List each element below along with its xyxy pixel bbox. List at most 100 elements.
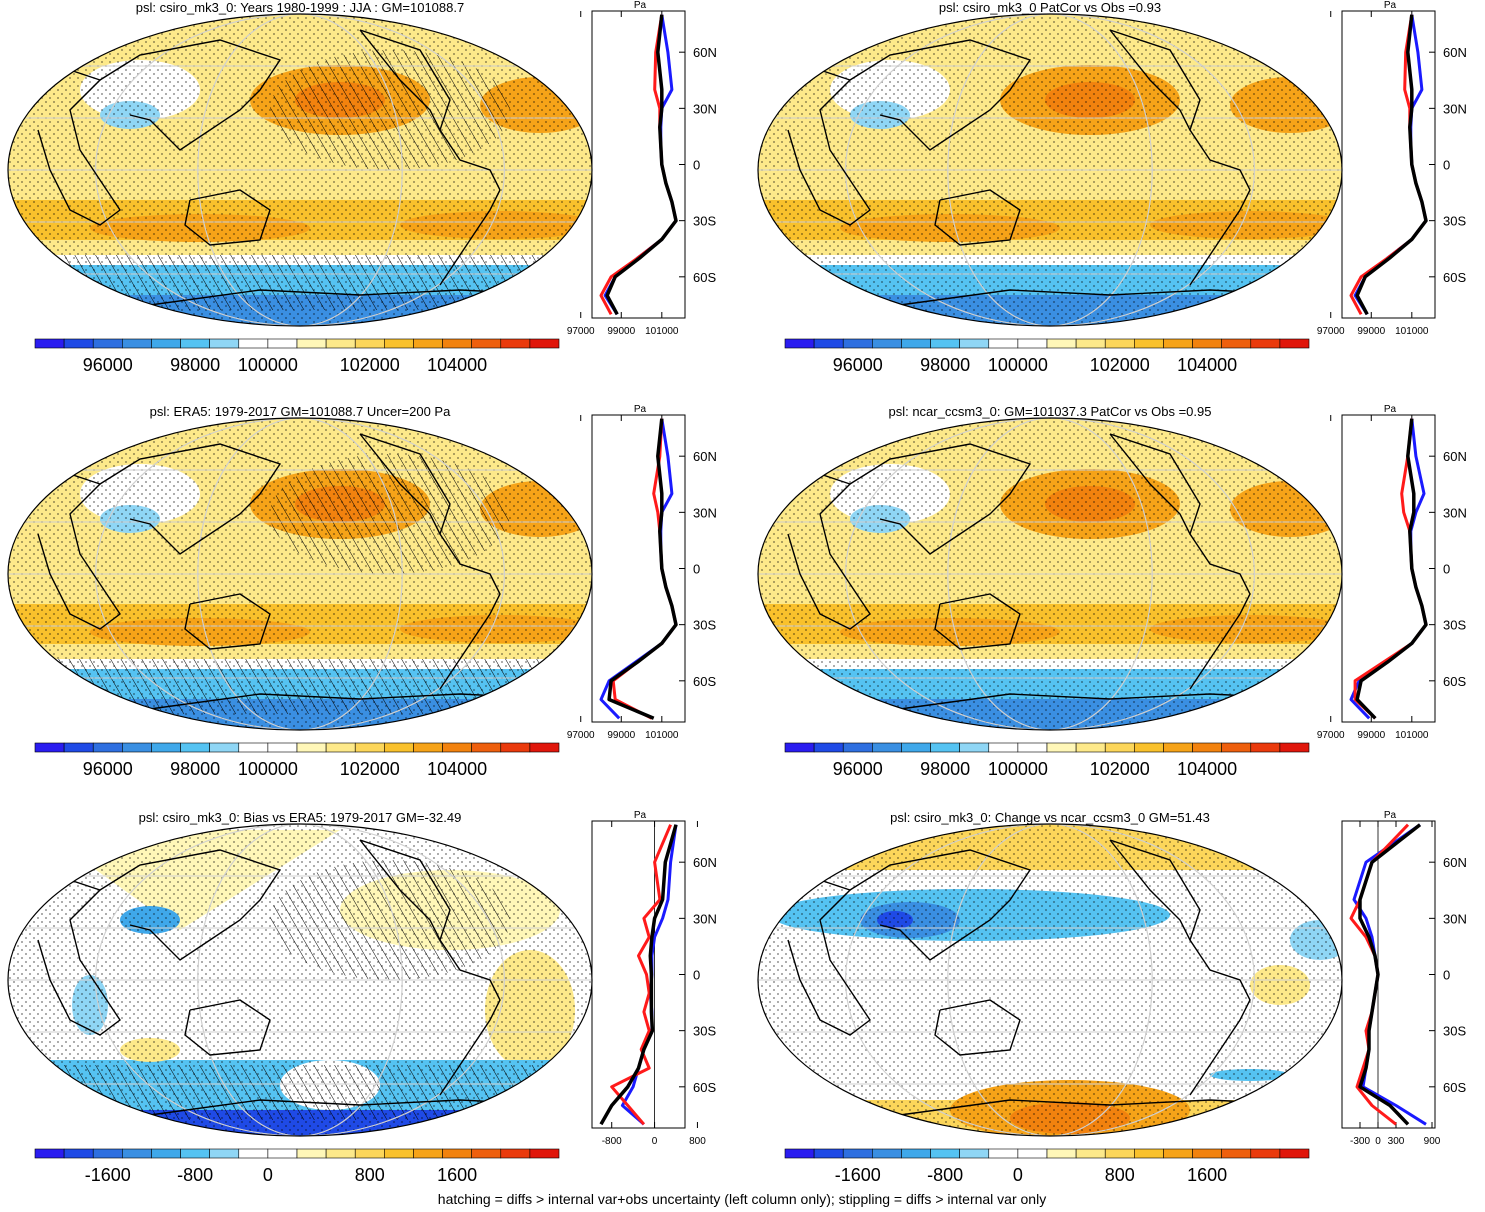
zonal-ytick-label: 0 [693, 968, 700, 983]
zonal-ytick-label: 60N [693, 45, 717, 60]
colorbar-swatch [413, 742, 443, 753]
panel-title: psl: csiro_mk3_0 PatCor vs Obs =0.93 [939, 0, 1161, 15]
colorbar-swatch [1017, 338, 1048, 349]
colorbar-swatch [267, 1148, 298, 1159]
zonal-frame [591, 10, 686, 319]
hatching-overlay [270, 454, 510, 574]
zonal-profile-plot: Pa 60N 30N 0 30S 60S 97000 99000 101000 [567, 404, 717, 741]
colorbar-swatch [1075, 742, 1106, 753]
zonal-xtick-label: 101000 [1395, 730, 1429, 741]
zonal-ytick-label: 30N [1443, 911, 1467, 926]
colorbar-tick-label: 98000 [170, 355, 220, 375]
zonal-ytick-label: 30N [1443, 101, 1467, 116]
colorbar-tick-label: 102000 [340, 759, 400, 779]
colorbar-tick-label: 98000 [920, 355, 970, 375]
colorbar-swatch [180, 338, 210, 349]
colorbar-swatch [180, 742, 210, 753]
zonal-series-model [1352, 823, 1427, 1126]
colorbar-swatch [1221, 338, 1252, 349]
colorbar-swatch [151, 338, 181, 349]
colorbar-swatch [238, 338, 269, 349]
colorbar-swatch [1046, 338, 1077, 349]
zonal-ytick-label: 60S [693, 674, 716, 689]
colorbar-swatch [842, 1148, 873, 1159]
colorbar-swatch [1279, 742, 1310, 753]
zonal-profile-plot: Pa 60N 30N 0 30S 60S -300 0 300 900 [1341, 810, 1467, 1147]
zonal-series-mmm [1355, 14, 1428, 316]
panel-5: psl: csiro_mk3_0: Bias vs ERA5: 1979-201… [7, 810, 717, 1185]
zonal-profile-plot: Pa 60N 30N 0 30S 60S -800 0 800 [591, 810, 717, 1147]
colorbar-swatch [209, 338, 240, 349]
colorbar-swatch [384, 1148, 414, 1159]
colorbar-swatch [930, 1148, 960, 1159]
colorbar-tick-label: 98000 [920, 759, 970, 779]
colorbar-tick-label: 104000 [1177, 759, 1237, 779]
colorbar-swatch [1104, 1148, 1135, 1159]
zonal-series-obs [1353, 418, 1428, 720]
colorbar-swatch [442, 742, 472, 753]
zonal-ytick-label: 30S [1443, 1024, 1466, 1039]
colorbar-swatch [872, 338, 902, 349]
hatching-overlay [8, 1065, 592, 1120]
colorbar-swatch [500, 338, 531, 349]
colorbar-swatch [959, 338, 990, 349]
colorbar-swatch [813, 338, 844, 349]
colorbar-tick-label: 800 [1105, 1165, 1135, 1185]
colorbar-swatch [384, 742, 414, 753]
panel-1: psl: csiro_mk3_0: Years 1980-1999 : JJA … [7, 0, 717, 375]
zonal-xtick-label: -300 [1350, 1136, 1370, 1147]
colorbar-swatch [413, 338, 443, 349]
colorbar-swatch [529, 1148, 560, 1159]
colorbar-swatch [1192, 1148, 1222, 1159]
colorbar-tick-label: 102000 [1090, 759, 1150, 779]
colorbar-swatch [267, 742, 298, 753]
zonal-frame [591, 414, 686, 723]
zonal-xtick-label: 101000 [645, 326, 679, 337]
colorbar-swatch [988, 1148, 1019, 1159]
zonal-ytick-label: 0 [1443, 968, 1450, 983]
coastlines [19, 29, 561, 306]
colorbar-swatch [930, 338, 960, 349]
colorbar-swatch [901, 742, 931, 753]
zonal-xtick-label: 900 [1424, 1136, 1441, 1147]
panel-title: psl: ERA5: 1979-2017 GM=101088.7 Uncer=2… [150, 404, 451, 419]
zonal-ytick-label: 30N [1443, 505, 1467, 520]
colorbar-swatch [1017, 742, 1048, 753]
colorbar-swatch [63, 1148, 94, 1159]
colorbar-tick-label: 104000 [1177, 355, 1237, 375]
colorbar-swatch [988, 338, 1019, 349]
zonal-series-obs [610, 824, 672, 1126]
zonal-xtick-label: -800 [602, 1136, 622, 1147]
colorbar-swatch [1134, 1148, 1164, 1159]
map-field [758, 418, 1342, 730]
hatching-overlay [270, 860, 510, 980]
zonal-ytick-label: 60S [1443, 270, 1466, 285]
colorbar-swatch [238, 742, 269, 753]
zonal-xtick-label: 97000 [1317, 326, 1345, 337]
zonal-series-obs [1349, 14, 1428, 316]
zonal-ytick-label: 60N [693, 449, 717, 464]
colorbar-tick-label: -1600 [835, 1165, 881, 1185]
colorbar-swatch [1192, 338, 1222, 349]
colorbar-swatch [34, 742, 65, 753]
zonal-xtick-label: 300 [1388, 1136, 1405, 1147]
colorbar-swatch [1250, 1148, 1281, 1159]
colorbar-swatch [1250, 338, 1281, 349]
colorbar-swatch [471, 1148, 502, 1159]
colorbar-swatch [529, 742, 560, 753]
zonal-unit-label: Pa [1384, 0, 1397, 11]
zonal-ytick-label: 30S [693, 214, 716, 229]
zonal-ytick-label: 0 [693, 562, 700, 577]
colorbar-swatch [1250, 742, 1281, 753]
colorbar-swatch [784, 1148, 815, 1159]
zonal-xtick-label: 101000 [645, 730, 679, 741]
zonal-ytick-label: 30N [693, 911, 717, 926]
hatching-overlay [270, 50, 510, 170]
zonal-frame [1341, 414, 1436, 723]
graticule [758, 418, 1342, 730]
colorbar-swatch [842, 338, 873, 349]
zonal-series-mmm [1358, 823, 1422, 1126]
zonal-ytick-label: 60S [693, 270, 716, 285]
colorbar-tick-label: 104000 [427, 759, 487, 779]
zonal-ytick-label: 60N [1443, 855, 1467, 870]
